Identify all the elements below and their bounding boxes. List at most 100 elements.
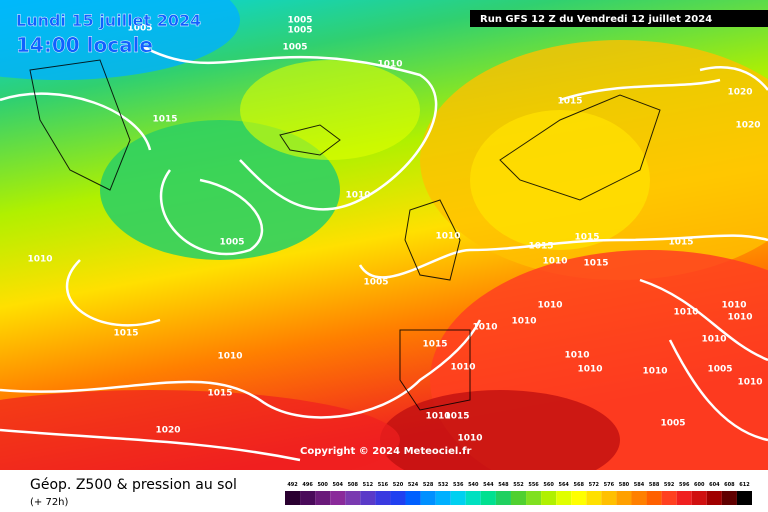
isobar-label: 1005 — [660, 419, 685, 429]
color-swatch — [390, 491, 406, 505]
colorbar-label: 576 — [604, 482, 615, 488]
run-label: Run GFS 12 Z du Vendredi 12 juillet 2024 — [480, 14, 712, 25]
color-swatch — [360, 491, 376, 505]
color-swatch — [330, 491, 346, 505]
isobar-label: 1010 — [472, 323, 497, 333]
colorbar-label: 552 — [513, 482, 524, 488]
isobar-label: 1010 — [425, 412, 450, 422]
isobar-label: 1010 — [435, 232, 460, 242]
coastlines — [29, 59, 661, 411]
colorbar-label: 528 — [423, 482, 434, 488]
colorbar-label: 492 — [287, 482, 298, 488]
colorbar-label: 604 — [709, 482, 720, 488]
color-swatch — [541, 491, 557, 505]
isobar-labels: 1005100510051005101010151015102010201010… — [27, 16, 762, 444]
color-swatch — [556, 491, 572, 505]
isobar-label: 1010 — [450, 363, 475, 373]
isobar-label: 1005 — [363, 278, 388, 288]
colorbar-label: 600 — [694, 482, 705, 488]
color-swatch — [435, 491, 451, 505]
isobar-label: 1020 — [155, 426, 180, 436]
isobar-label: 1010 — [27, 255, 52, 265]
isobar-label: 1005 — [287, 16, 312, 26]
isobar-label: 1015 — [422, 340, 447, 350]
isobar-label: 1005 — [127, 24, 152, 34]
isobar-label: 1015 — [207, 389, 232, 399]
isobar-label: 1010 — [727, 313, 752, 323]
colorbar-label: 520 — [393, 482, 404, 488]
isobar-label: 1015 — [444, 412, 469, 422]
isobar-label: 1005 — [287, 26, 312, 36]
colorbar-label: 572 — [589, 482, 600, 488]
colorbar-label: 580 — [619, 482, 630, 488]
colorbar-label: 584 — [634, 482, 645, 488]
colorbar-label: 508 — [348, 482, 359, 488]
isobar-label: 1005 — [707, 365, 732, 375]
colorbar-label: 564 — [558, 482, 569, 488]
color-swatch — [631, 491, 647, 505]
colorbar-label: 544 — [483, 482, 494, 488]
color-swatch — [465, 491, 481, 505]
isobar-label: 1015 — [528, 242, 553, 252]
isobar-label: 1010 — [457, 434, 482, 444]
isobar-label: 1010 — [701, 335, 726, 345]
color-swatch — [706, 491, 722, 505]
isobar-label: 1015 — [583, 259, 608, 269]
color-swatch — [661, 491, 677, 505]
colorbar-label: 524 — [408, 482, 419, 488]
color-swatch — [300, 491, 316, 505]
color-swatch — [420, 491, 436, 505]
isobar-label: 1010 — [737, 378, 762, 388]
color-swatch — [480, 491, 496, 505]
isobar-label: 1010 — [721, 301, 746, 311]
colorbar-label: 536 — [453, 482, 464, 488]
color-swatch — [526, 491, 542, 505]
colorbar-label: 500 — [317, 482, 328, 488]
colorbar-label: 516 — [378, 482, 389, 488]
colorbar-label: 612 — [739, 482, 750, 488]
isobar-label: 1005 — [219, 238, 244, 248]
colorbar-label: 588 — [649, 482, 660, 488]
time-label: 14:00 locale — [16, 33, 153, 57]
isobar-label: 1020 — [727, 88, 752, 98]
isobar-label: 1010 — [564, 351, 589, 361]
color-swatch — [691, 491, 707, 505]
color-swatch — [285, 491, 301, 505]
colorbar-label: 608 — [724, 482, 735, 488]
colorbar-label: 540 — [468, 482, 479, 488]
legend-title: Géop. Z500 & pression au sol — [30, 477, 237, 493]
isobar-label: 1010 — [537, 301, 562, 311]
isobar-label: 1010 — [345, 191, 370, 201]
color-swatch — [676, 491, 692, 505]
isobar-label: 1010 — [673, 308, 698, 318]
colorbar-label: 556 — [528, 482, 539, 488]
isobar-label: 1010 — [511, 317, 536, 327]
color-swatch — [571, 491, 587, 505]
color-swatch — [736, 491, 752, 505]
isobar-label: 1010 — [577, 365, 602, 375]
color-swatch — [495, 491, 511, 505]
isobar-label: 1020 — [735, 121, 760, 131]
copyright: Copyright © 2024 Meteociel.fr — [300, 446, 471, 457]
isobar-label: 1015 — [152, 115, 177, 125]
color-swatch — [586, 491, 602, 505]
color-swatch — [450, 491, 466, 505]
isobar-label: 1010 — [642, 367, 667, 377]
isobar-label: 1015 — [574, 233, 599, 243]
color-swatch — [510, 491, 527, 505]
color-swatch — [345, 491, 361, 505]
colorbar-label: 532 — [438, 482, 449, 488]
colorbar-label: 568 — [574, 482, 585, 488]
colorbar: 492 496 500 504 508 512 516 520 524 528 532 536 540 5… — [285, 482, 752, 505]
color-swatch — [616, 491, 632, 505]
colorbar-label: 504 — [333, 482, 344, 488]
color-swatch — [315, 491, 331, 505]
date-label: Lundi 15 juillet 2024 — [16, 11, 201, 30]
isobars — [0, 43, 768, 462]
colorbar-label: 592 — [664, 482, 675, 488]
color-swatch — [601, 491, 617, 505]
isobar-label: 1005 — [282, 43, 307, 53]
color-swatch — [646, 491, 662, 505]
